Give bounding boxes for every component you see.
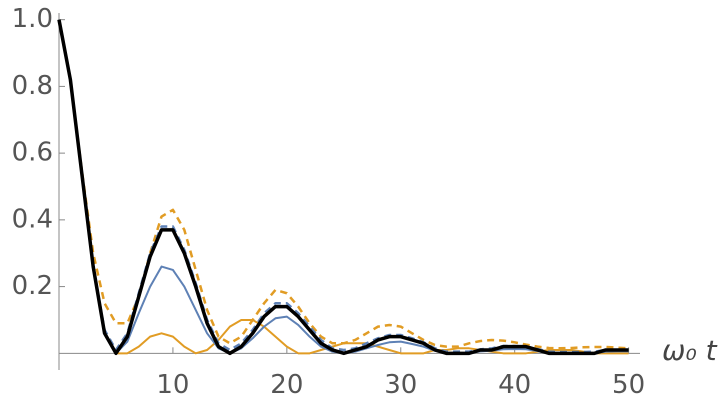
line-series	[57, 19, 629, 356]
line-series	[58, 19, 629, 355]
y-tick-label: 1.0	[12, 4, 53, 34]
y-tick-label: 0.4	[12, 204, 53, 234]
x-tick-label: 40	[498, 370, 531, 400]
x-tick-label: 50	[612, 370, 645, 400]
x-axis-label: ω₀ t	[662, 334, 718, 367]
y-tick-label: 0.2	[12, 271, 53, 301]
x-tick-label: 10	[156, 370, 189, 400]
y-tick-label: 0.8	[12, 71, 53, 101]
x-tick-label: 20	[270, 370, 303, 400]
x-tick-label: 30	[384, 370, 417, 400]
y-tick-label: 0.6	[12, 138, 53, 168]
line-series	[58, 19, 629, 355]
